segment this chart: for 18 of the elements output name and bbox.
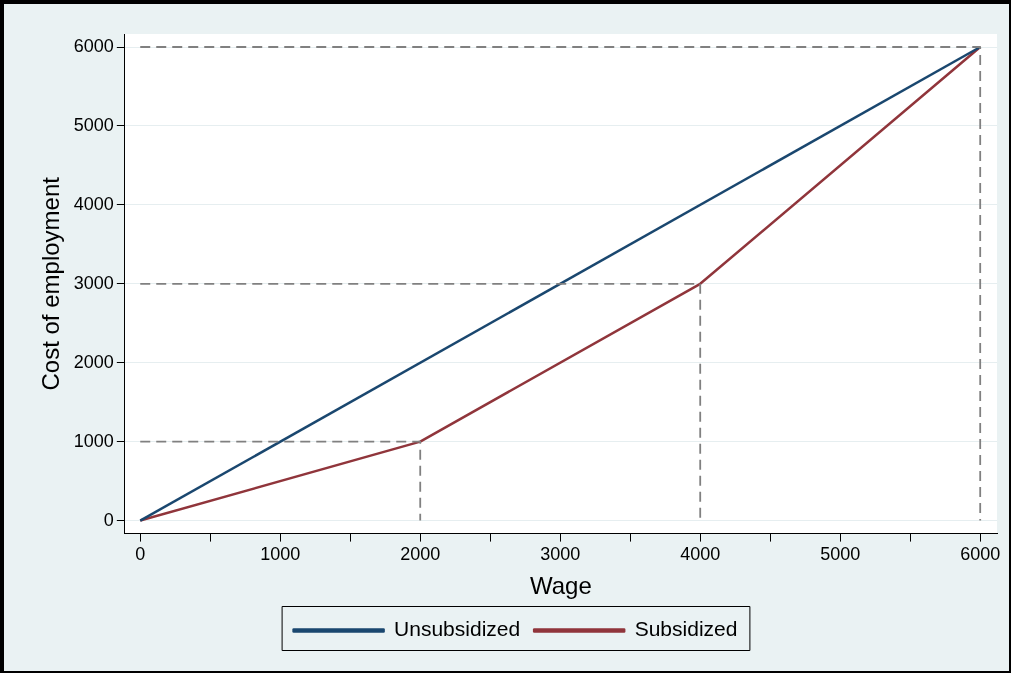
y-tick-label: 4000 [73, 193, 114, 214]
x-axis-title: Wage [530, 572, 592, 600]
y-axis-title: Cost of employment [37, 176, 65, 391]
y-tick-label: 0 [103, 509, 114, 530]
y-tick-label: 3000 [73, 272, 114, 293]
x-tick-label: 4000 [680, 544, 721, 565]
y-tick-label: 2000 [73, 351, 114, 372]
x-tick-label: 0 [135, 544, 146, 565]
x-tick-label: 5000 [820, 544, 861, 565]
x-tick-label: 2000 [400, 544, 441, 565]
x-tick-label: 1000 [260, 544, 301, 565]
y-tick-label: 5000 [73, 114, 114, 135]
legend-label: Subsidized [634, 617, 738, 641]
legend-label: Unsubsidized [394, 617, 521, 641]
x-tick-label: 6000 [960, 544, 1001, 565]
y-tick-label: 1000 [73, 430, 114, 451]
y-tick-label: 6000 [73, 35, 114, 56]
x-tick-label: 3000 [540, 544, 581, 565]
